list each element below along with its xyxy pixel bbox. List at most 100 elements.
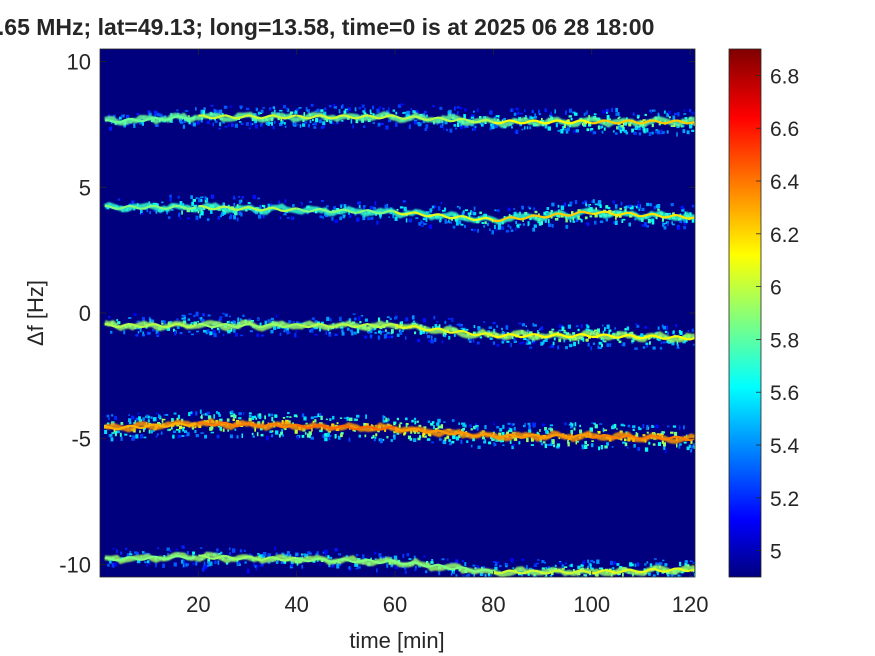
band-speckle-cell (333, 103, 336, 107)
band-speckle-cell (215, 411, 218, 414)
band-speckle-cell (163, 320, 166, 325)
band-speckle-cell (372, 113, 375, 117)
band-speckle-cell (596, 559, 600, 564)
band-speckle-cell (178, 212, 181, 217)
band-speckle-cell (498, 432, 502, 437)
band-speckle-cell (414, 430, 417, 434)
band-speckle-cell (691, 112, 694, 115)
band-speckle-cell (141, 121, 144, 126)
band-speckle-cell (326, 205, 329, 208)
band-speckle-cell (187, 217, 190, 220)
band-speckle-cell (613, 561, 616, 565)
band-speckle-cell (113, 114, 116, 118)
band-speckle-cell (195, 434, 199, 438)
band-speckle-cell (483, 121, 486, 125)
band-speckle-cell (149, 318, 152, 323)
band-speckle-cell (683, 225, 687, 230)
band-speckle-cell (370, 328, 373, 333)
band-speckle-cell (352, 124, 354, 129)
band-speckle-cell (129, 434, 132, 437)
band-speckle-cell (193, 314, 196, 318)
band-speckle-cell (181, 426, 185, 429)
band-speckle-cell (423, 217, 426, 221)
band-speckle-cell (579, 218, 582, 221)
band-speckle-cell (579, 424, 581, 428)
band-speckle-cell (174, 331, 177, 336)
band-speckle-cell (689, 124, 693, 128)
band-speckle-cell (565, 224, 569, 229)
band-speckle-cell (641, 224, 644, 227)
band-core (198, 322, 297, 329)
colorbar-tick-label: 6.4 (770, 171, 800, 194)
band (104, 103, 695, 137)
band-speckle-cell (396, 333, 400, 337)
band-speckle-cell (356, 217, 360, 222)
band-speckle-cell (128, 317, 132, 319)
band-speckle-cell (195, 311, 199, 317)
band-speckle-cell (423, 555, 426, 558)
colorbar-tick-label: 5.6 (770, 382, 799, 405)
band-speckle-cell (521, 128, 524, 131)
band-speckle-cell (143, 436, 147, 439)
band-speckle-cell (592, 199, 595, 204)
band-speckle-cell (545, 429, 549, 434)
band-speckle-cell (591, 443, 594, 448)
band (103, 194, 695, 235)
band-speckle-cell (554, 109, 556, 114)
band-speckle-cell (227, 123, 230, 127)
band-speckle-cell (615, 132, 618, 135)
band-speckle-cell (608, 209, 612, 214)
band-speckle-cell (382, 419, 385, 423)
band-speckle-cell (347, 107, 351, 111)
band-speckle-cell (611, 107, 614, 112)
band-speckle-cell (460, 122, 463, 127)
band-speckle-cell (591, 200, 594, 203)
band-speckle-cell (140, 212, 144, 215)
band-speckle-cell (496, 344, 499, 347)
band-speckle-cell (437, 325, 440, 329)
band-speckle-cell (320, 415, 323, 420)
band-speckle-cell (135, 417, 139, 421)
band-speckle-cell (571, 423, 574, 427)
band-speckle-cell (248, 417, 252, 422)
band-speckle-cell (680, 205, 684, 210)
band-speckle-cell (261, 421, 264, 425)
band-speckle-cell (264, 415, 266, 420)
band-speckle-cell (693, 121, 695, 126)
band-speckle-cell (259, 322, 262, 327)
band-speckle-cell (644, 563, 647, 566)
band-speckle-cell (462, 422, 466, 427)
band-speckle-cell (455, 436, 459, 441)
band-speckle-cell (470, 123, 474, 127)
band-speckle-cell (284, 326, 287, 330)
band-speckle-cell (207, 314, 211, 317)
band-speckle-cell (584, 574, 588, 577)
band-speckle-cell (278, 434, 281, 438)
band-speckle-cell (109, 434, 113, 437)
band-speckle-cell (312, 119, 314, 122)
band-core (104, 115, 196, 124)
band-speckle-cell (615, 107, 618, 112)
band-speckle-cell (286, 107, 289, 111)
band-speckle-cell (638, 209, 641, 212)
band-speckle-cell (405, 114, 409, 119)
band-speckle-cell (552, 439, 555, 443)
band-speckle-cell (219, 418, 223, 422)
band-speckle-cell (200, 196, 204, 199)
band-speckle-cell (662, 559, 665, 562)
band-speckle-cell (434, 337, 437, 342)
band-speckle-cell (456, 106, 460, 109)
band-speckle-cell (563, 339, 566, 343)
band-speckle-cell (525, 342, 529, 345)
band-speckle-cell (213, 333, 217, 338)
band-speckle-cell (570, 118, 573, 121)
band-speckle-cell (181, 314, 185, 317)
band-speckle-cell (260, 334, 265, 337)
band-speckle-cell (616, 563, 620, 566)
band-speckle-cell (292, 204, 295, 207)
band-speckle-cell (642, 119, 646, 121)
band-speckle-cell (631, 205, 634, 210)
band-speckle-cell (589, 215, 593, 218)
band-speckle-cell (200, 198, 203, 202)
band-speckle-cell (505, 229, 510, 233)
